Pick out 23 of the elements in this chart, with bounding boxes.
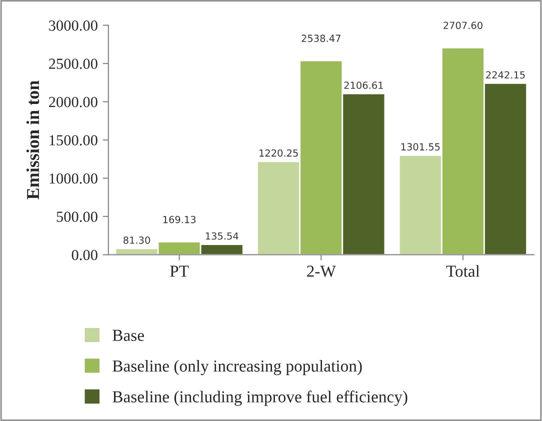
legend-label: Baseline (only increasing population) [112,360,362,376]
data-label: 81.30 [124,236,150,244]
y-tick-label: 2000.00 [49,96,98,108]
data-label: 1220.25 [260,149,298,157]
data-label: 1301.55 [401,143,440,150]
data-label: 169.13 [163,216,196,224]
x-tick-label: Total [446,265,480,277]
x-tick-label: 2-W [307,266,336,277]
y-tick-label: 3000.00 [49,20,98,31]
y-tick-label: 2500.00 [49,58,98,70]
data-label: 2538.47 [302,34,340,42]
x-tick-label: PT [170,266,189,277]
data-label: 2707.60 [444,22,482,30]
y-tick-label: 1500.00 [50,135,98,146]
data-label: 135.54 [206,232,238,240]
y-axis-title: Emission in ton [26,80,40,200]
legend-label: Base [112,330,144,341]
data-label: 2106.61 [344,82,383,89]
legend-label: Baseline (including improve fuel efficiency) [112,390,408,406]
data-label: 2242.15 [486,71,525,79]
y-tick-label: 0.00 [72,250,98,260]
y-tick-label: 500.00 [56,212,98,222]
y-tick-label: 1000.00 [50,173,98,184]
